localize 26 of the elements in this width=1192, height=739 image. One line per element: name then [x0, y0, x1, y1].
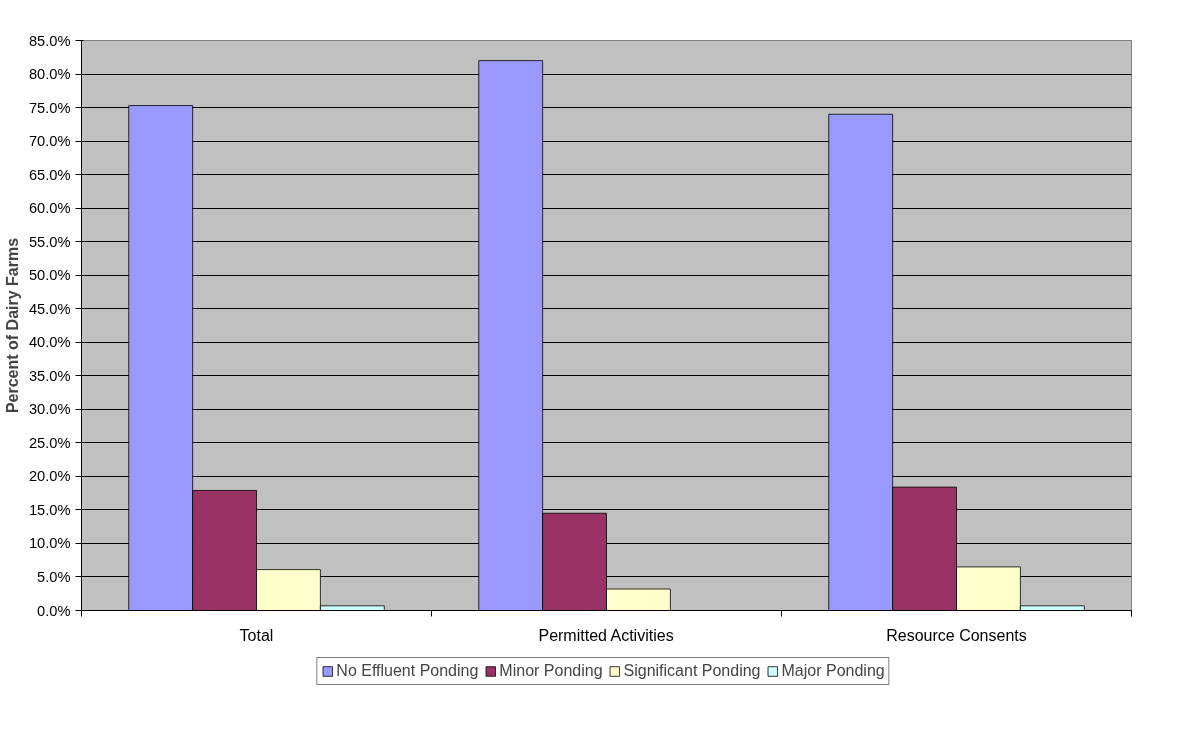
y-tick-label: 5.0%	[37, 568, 71, 585]
y-tick-label: 35.0%	[28, 367, 71, 384]
y-tick-label: 45.0%	[28, 300, 71, 317]
x-tick-label: Permitted Activities	[538, 626, 674, 644]
x-tick-label: Resource Consents	[886, 626, 1027, 644]
y-tick-label: 15.0%	[28, 501, 71, 518]
y-tick-label: 40.0%	[28, 334, 71, 351]
legend-label: No Effluent Ponding	[336, 662, 479, 680]
y-tick-label: 55.0%	[28, 233, 71, 250]
y-tick-label: 60.0%	[28, 200, 71, 217]
y-tick-label: 0.0%	[37, 602, 71, 619]
y-tick-label: 75.0%	[28, 99, 71, 116]
y-tick-label: 20.0%	[28, 468, 71, 485]
y-tick-label: 10.0%	[28, 535, 71, 552]
y-tick-label: 70.0%	[28, 133, 71, 150]
x-tick-label: Total	[239, 626, 274, 644]
y-tick-label: 85.0%	[28, 32, 71, 49]
y-tick-label: 30.0%	[28, 401, 71, 418]
legend-label: Major Ponding	[781, 662, 885, 680]
y-axis-title: Percent of Dairy Farms	[3, 237, 21, 414]
y-tick-label: 25.0%	[28, 434, 71, 451]
y-tick-label: 50.0%	[28, 267, 71, 284]
legend-label: Significant Ponding	[623, 662, 761, 680]
y-tick-label: 80.0%	[28, 66, 71, 83]
legend-label: Minor Ponding	[499, 662, 603, 680]
y-tick-label: 65.0%	[28, 166, 71, 183]
